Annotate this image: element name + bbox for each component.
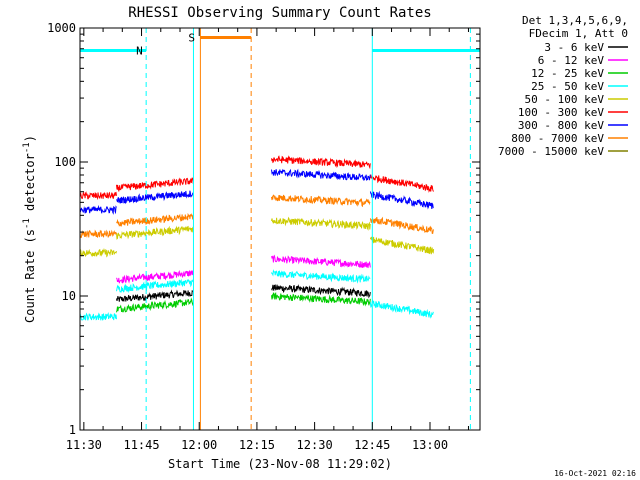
flag-label-n: N [136, 44, 143, 57]
y-tick-label: 1 [69, 423, 76, 437]
legend-label: 25 - 50 keV [531, 80, 604, 93]
legend-label: 800 - 7000 keV [511, 132, 604, 145]
legend-header-1: Det 1,3,4,5,6,9, [522, 14, 628, 27]
legend-label: 50 - 100 keV [525, 93, 605, 106]
footer-timestamp: 16-Oct-2021 02:16 [554, 469, 636, 478]
legend-header-2: FDecim 1, Att 0 [529, 27, 628, 40]
x-tick-label: 12:00 [181, 438, 217, 452]
legend-label: 12 - 25 keV [531, 67, 604, 80]
legend-label: 300 - 800 keV [518, 119, 604, 132]
legend-label: 3 - 6 keV [544, 41, 604, 54]
y-axis-label-sup2: -1 [22, 142, 32, 153]
legend-label: 6 - 12 keV [538, 54, 605, 67]
legend-label: 100 - 300 keV [518, 106, 604, 119]
axes-layer: 11:30 11:45 12:00 12:15 12:30 12:45 13:00 1 10 10… [47, 21, 481, 452]
flag-label-s: S [188, 31, 195, 44]
y-axis-label: Count Rate (s-1 detector-1) [22, 135, 37, 323]
series-25-50-kev-line [79, 269, 434, 321]
series-100-300-kev-line [79, 155, 434, 201]
x-axis-label: Start Time (23-Nov-08 11:29:02) [168, 457, 392, 471]
plot-frame [79, 27, 481, 431]
series-300-800-kev-line [79, 168, 434, 215]
chart-title: RHESSI Observing Summary Count Rates [128, 5, 431, 21]
legend: Det 1,3,4,5,6,9, FDecim 1, Att 0 3 - 6 k… [498, 14, 628, 158]
y-axis-label-part2: detector [23, 153, 37, 218]
y-axis-label-part1: Count Rate (s [23, 229, 37, 323]
y-axis-label-part3: ) [23, 135, 37, 142]
x-tick-label: 11:30 [66, 438, 102, 452]
series-50-100-kev-line [79, 216, 435, 258]
x-tick-label: 12:30 [297, 438, 333, 452]
x-tick-label: 13:00 [412, 438, 448, 452]
x-tick-label: 11:45 [123, 438, 159, 452]
series-800-7000-kev-line [79, 194, 435, 239]
x-tick-label: 12:15 [239, 438, 275, 452]
y-tick-label: 100 [54, 155, 76, 169]
y-tick-label: 10 [62, 289, 76, 303]
x-tick-label: 12:45 [354, 438, 390, 452]
y-tick-label: 1000 [47, 21, 76, 35]
legend-label: 7000 - 15000 keV [498, 145, 604, 158]
y-axis-label-sup1: -1 [22, 218, 32, 229]
